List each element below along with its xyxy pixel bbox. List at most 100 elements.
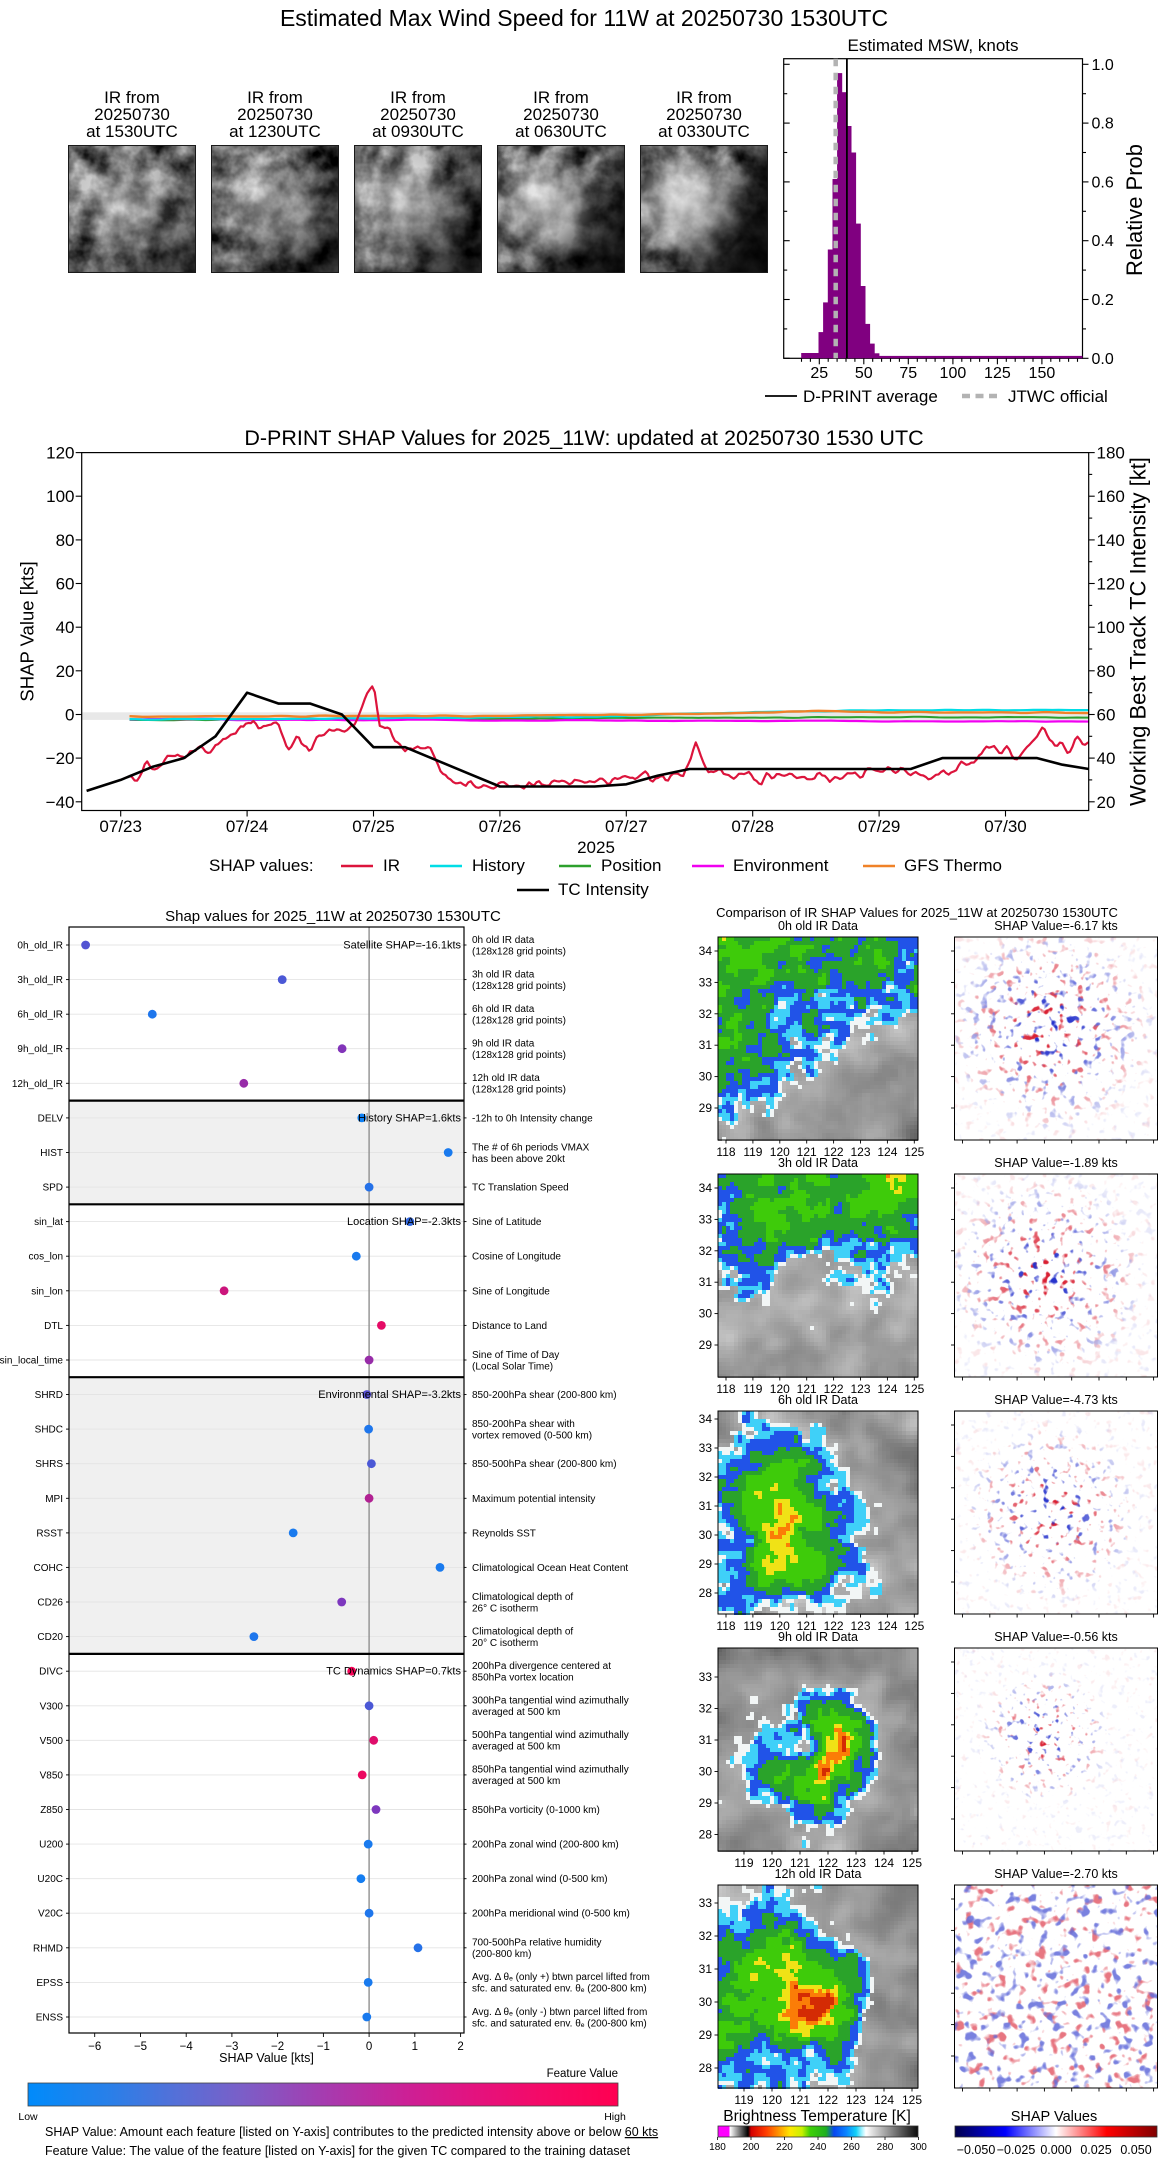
- svg-text:Estimated Max Wind Speed for 1: Estimated Max Wind Speed for 11W at 2025…: [280, 5, 888, 31]
- svg-text:26° C isotherm: 26° C isotherm: [472, 1603, 538, 1614]
- svg-text:at 0930UTC: at 0930UTC: [372, 122, 464, 141]
- svg-text:60: 60: [56, 575, 75, 594]
- svg-text:29: 29: [699, 2028, 713, 2042]
- svg-text:IR from: IR from: [390, 88, 446, 107]
- svg-text:at 0630UTC: at 0630UTC: [515, 122, 607, 141]
- svg-text:20250730: 20250730: [94, 105, 170, 124]
- svg-text:SHAP Value=-1.89 kts: SHAP Value=-1.89 kts: [994, 1156, 1118, 1170]
- svg-text:122: 122: [824, 1382, 844, 1396]
- svg-text:0.8: 0.8: [1092, 116, 1114, 133]
- svg-text:118: 118: [716, 1145, 735, 1159]
- svg-text:20250730: 20250730: [380, 105, 456, 124]
- svg-text:121: 121: [797, 1145, 817, 1159]
- svg-text:160: 160: [1097, 487, 1125, 506]
- svg-text:20: 20: [1097, 793, 1116, 812]
- svg-text:Satellite SHAP=-16.1kts: Satellite SHAP=-16.1kts: [343, 940, 461, 952]
- svg-text:29: 29: [699, 1338, 713, 1352]
- svg-text:3h old IR Data: 3h old IR Data: [778, 1156, 858, 1170]
- svg-text:(128x128 grid points): (128x128 grid points): [472, 1085, 566, 1096]
- svg-text:119: 119: [743, 1619, 762, 1633]
- svg-text:averaged at 500 km: averaged at 500 km: [472, 1776, 560, 1787]
- svg-text:V850: V850: [40, 1770, 64, 1781]
- svg-text:122: 122: [818, 1856, 838, 1870]
- svg-text:60: 60: [1097, 706, 1116, 725]
- svg-text:40: 40: [56, 618, 75, 637]
- svg-text:Brightness Temperature [K]: Brightness Temperature [K]: [723, 2108, 911, 2125]
- svg-text:TC Dynamics SHAP=0.7kts: TC Dynamics SHAP=0.7kts: [326, 1666, 461, 1678]
- svg-text:sfc. and saturated env. θₑ (20: sfc. and saturated env. θₑ (200-800 km): [472, 1984, 647, 1995]
- svg-text:1.0: 1.0: [1092, 57, 1114, 74]
- svg-text:Avg. Δ θₑ (only -) btwn parcel: Avg. Δ θₑ (only -) btwn parcel lifted fr…: [472, 2007, 647, 2018]
- svg-text:75: 75: [899, 365, 917, 382]
- svg-text:Comparison of IR SHAP Values f: Comparison of IR SHAP Values for 2025_11…: [716, 905, 1118, 920]
- svg-text:DELV: DELV: [38, 1113, 64, 1124]
- svg-text:(200-800 km): (200-800 km): [472, 1949, 531, 1960]
- svg-text:6h old IR Data: 6h old IR Data: [778, 1393, 858, 1407]
- svg-text:-12h to 0h Intensity change: -12h to 0h Intensity change: [472, 1113, 593, 1124]
- svg-text:IR from: IR from: [533, 88, 589, 107]
- svg-text:has been above 20kt: has been above 20kt: [472, 1154, 565, 1165]
- svg-text:12h old IR Data: 12h old IR Data: [775, 1867, 862, 1881]
- svg-text:125: 125: [904, 1145, 924, 1159]
- svg-text:SHRS: SHRS: [35, 1459, 63, 1470]
- svg-text:3h old IR data: 3h old IR data: [472, 969, 535, 980]
- svg-text:120: 120: [762, 2093, 782, 2107]
- svg-text:300hPa tangential wind azimuth: 300hPa tangential wind azimuthally: [472, 1696, 629, 1707]
- svg-text:850-200hPa shear (200-800 km): 850-200hPa shear (200-800 km): [472, 1390, 617, 1401]
- svg-text:0.025: 0.025: [1080, 2143, 1111, 2157]
- svg-text:(128x128 grid points): (128x128 grid points): [472, 946, 566, 957]
- svg-text:200hPa zonal wind (0-500 km): 200hPa zonal wind (0-500 km): [472, 1874, 608, 1885]
- svg-text:MPI: MPI: [45, 1494, 63, 1505]
- svg-text:−40: −40: [46, 793, 75, 812]
- svg-text:sfc. and saturated env. θₑ (20: sfc. and saturated env. θₑ (200-800 km): [472, 2018, 647, 2029]
- svg-text:RSST: RSST: [36, 1528, 63, 1539]
- svg-text:34: 34: [699, 1181, 713, 1195]
- svg-text:30: 30: [699, 1070, 713, 1084]
- svg-text:07/28: 07/28: [731, 817, 774, 836]
- svg-text:07/29: 07/29: [858, 817, 901, 836]
- svg-text:SHAP Values: SHAP Values: [1011, 2109, 1098, 2125]
- svg-text:28: 28: [699, 1586, 713, 1600]
- svg-text:2025: 2025: [577, 838, 615, 857]
- svg-text:33: 33: [699, 1896, 713, 1910]
- svg-text:123: 123: [850, 1145, 870, 1159]
- svg-text:at 0330UTC: at 0330UTC: [658, 122, 750, 141]
- svg-text:180: 180: [1097, 444, 1125, 463]
- svg-text:125: 125: [904, 1382, 924, 1396]
- svg-text:30: 30: [699, 1765, 713, 1779]
- svg-text:CD26: CD26: [37, 1598, 63, 1609]
- svg-text:140: 140: [1097, 531, 1125, 550]
- svg-text:700-500hPa relative humidity: 700-500hPa relative humidity: [472, 1938, 602, 1949]
- svg-text:121: 121: [797, 1382, 817, 1396]
- svg-text:SHAP Value [kts]: SHAP Value [kts]: [17, 561, 38, 701]
- svg-text:2: 2: [457, 2041, 463, 2053]
- svg-text:33: 33: [699, 975, 713, 989]
- svg-text:120: 120: [770, 1145, 790, 1159]
- svg-text:(128x128 grid points): (128x128 grid points): [472, 1050, 566, 1061]
- svg-text:Environmental SHAP=-3.2kts: Environmental SHAP=-3.2kts: [318, 1389, 461, 1401]
- svg-text:Working Best Track TC Intensit: Working Best Track TC Intensity [kt]: [1126, 457, 1151, 806]
- svg-text:31: 31: [699, 1962, 713, 1976]
- svg-text:(128x128 grid points): (128x128 grid points): [472, 1016, 566, 1027]
- svg-text:200hPa divergence centered at: 200hPa divergence centered at: [472, 1661, 611, 1672]
- svg-text:125: 125: [984, 365, 1011, 382]
- svg-text:Sine of Longitude: Sine of Longitude: [472, 1286, 550, 1297]
- svg-text:Cosine of Longitude: Cosine of Longitude: [472, 1252, 561, 1263]
- svg-text:RHMD: RHMD: [33, 1943, 63, 1954]
- svg-text:Climatological Ocean Heat Cont: Climatological Ocean Heat Content: [472, 1563, 628, 1574]
- svg-text:0.4: 0.4: [1092, 233, 1114, 250]
- svg-text:The # of 6h periods VMAX: The # of 6h periods VMAX: [472, 1142, 590, 1153]
- svg-text:Distance to Land: Distance to Land: [472, 1321, 547, 1332]
- svg-text:125: 125: [902, 1856, 922, 1870]
- svg-text:119: 119: [734, 2093, 753, 2107]
- svg-text:20250730: 20250730: [523, 105, 599, 124]
- svg-text:0.050: 0.050: [1120, 2143, 1151, 2157]
- svg-text:0.000: 0.000: [1040, 2143, 1071, 2157]
- svg-text:121: 121: [790, 1856, 810, 1870]
- svg-text:IR from: IR from: [676, 88, 732, 107]
- svg-text:0.2: 0.2: [1092, 292, 1114, 309]
- svg-text:Avg. Δ θₑ (only +) btwn parcel: Avg. Δ θₑ (only +) btwn parcel lifted fr…: [472, 1972, 650, 1983]
- svg-text:125: 125: [902, 2093, 922, 2107]
- svg-text:averaged at 500 km: averaged at 500 km: [472, 1707, 560, 1718]
- svg-text:119: 119: [734, 1856, 753, 1870]
